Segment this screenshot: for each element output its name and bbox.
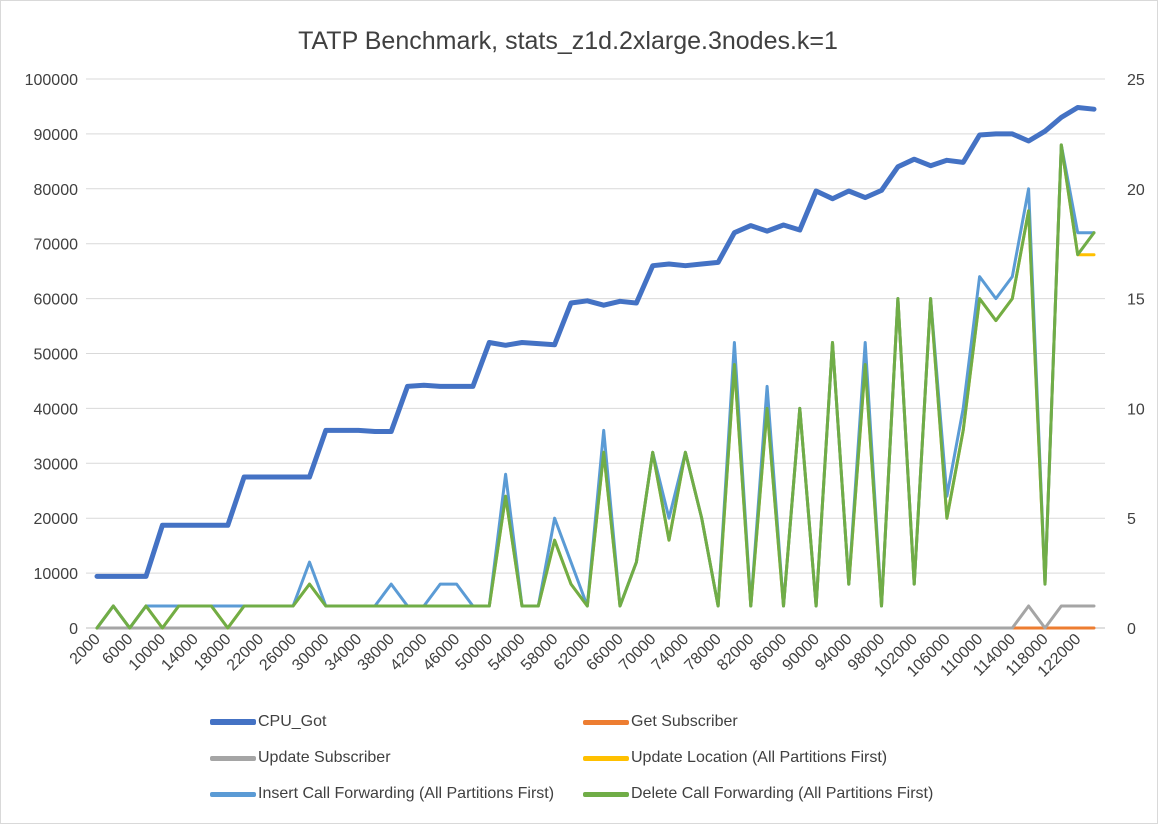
legend-item-cpu-got: CPU_Got: [210, 713, 326, 731]
legend-swatch-get-subscriber: [583, 719, 629, 725]
y-tick-label: 60000: [34, 292, 79, 309]
y-tick-label: 40000: [34, 401, 79, 418]
y-axis-right: 0 5 10 15 20 25: [1127, 72, 1145, 638]
y-tick-label: 20000: [34, 511, 79, 528]
legend: CPU_Got Get Subscriber Update Subscriber…: [210, 713, 1010, 813]
y-tick-label: 90000: [34, 127, 79, 144]
legend-label-cpu-got: CPU_Got: [258, 713, 327, 730]
y2-tick-label: 5: [1127, 511, 1136, 528]
legend-swatch-update-subscriber: [210, 755, 256, 761]
y2-tick-label: 0: [1127, 621, 1136, 638]
legend-swatch-insert-call-forwarding: [210, 791, 256, 797]
legend-label-delete-call-forwarding: Delete Call Forwarding (All Partitions F…: [631, 785, 934, 802]
y-tick-label: 0: [69, 621, 78, 638]
legend-item-delete-call-forwarding: Delete Call Forwarding (All Partitions F…: [583, 785, 933, 803]
legend-item-get-subscriber: Get Subscriber: [583, 713, 738, 731]
chart-title: TATP Benchmark, stats_z1d.2xlarge.3nodes…: [298, 27, 838, 55]
legend-item-update-location: Update Location (All Partitions First): [583, 749, 887, 767]
series-line-update-subscriber: [95, 604, 1096, 630]
series-line-update-location-all-partitions-first: [95, 143, 1096, 630]
y2-tick-label: 10: [1127, 401, 1145, 418]
y2-tick-label: 20: [1127, 182, 1145, 199]
series-line-cpu-got: [94, 105, 1097, 579]
y-tick-label: 70000: [34, 237, 79, 254]
series-line-delete-call-forwarding-all-partitions-first: [95, 143, 1096, 630]
y-tick-label: 80000: [34, 182, 79, 199]
y-tick-label: 100000: [25, 72, 78, 89]
legend-item-update-subscriber: Update Subscriber: [210, 749, 391, 767]
x-axis: 2000600010000140001800022000260003000034…: [67, 631, 1085, 681]
legend-label-update-location: Update Location (All Partitions First): [631, 749, 888, 766]
legend-swatch-update-location: [583, 755, 629, 761]
plot-area: [94, 105, 1097, 630]
y2-tick-label: 15: [1127, 292, 1145, 309]
legend-label-get-subscriber: Get Subscriber: [631, 713, 738, 730]
y-tick-label: 10000: [34, 566, 79, 583]
y-tick-label: 50000: [34, 347, 79, 364]
legend-swatch-delete-call-forwarding: [583, 791, 629, 797]
legend-label-insert-call-forwarding: Insert Call Forwarding (All Partitions F…: [258, 785, 555, 802]
legend-item-insert-call-forwarding: Insert Call Forwarding (All Partitions F…: [210, 785, 554, 803]
y2-tick-label: 25: [1127, 72, 1145, 89]
y-axis-left: 0 10000 20000 30000 40000 50000 60000 70000 8000…: [25, 72, 78, 638]
series-line-insert-call-forwarding-all-partitions-first: [95, 143, 1096, 630]
legend-swatch-cpu-got: [210, 719, 256, 725]
y-tick-label: 30000: [34, 456, 79, 473]
legend-label-update-subscriber: Update Subscriber: [258, 749, 391, 766]
